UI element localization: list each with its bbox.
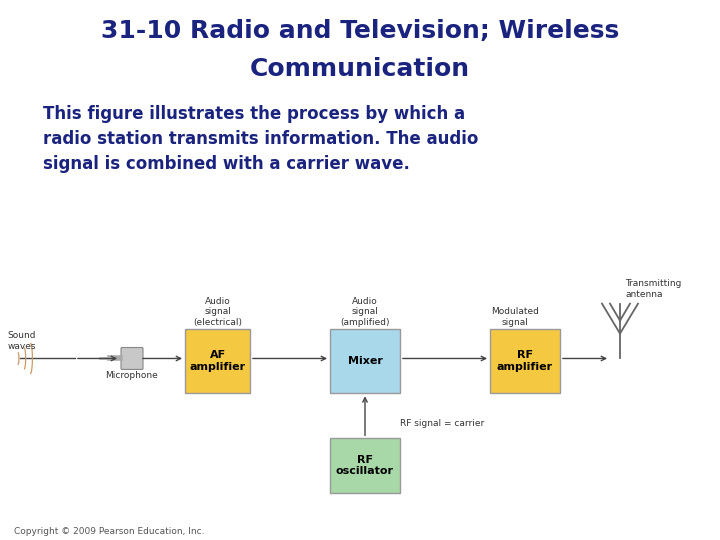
Text: This figure illustrates the process by which a
radio station transmits informati: This figure illustrates the process by w… (43, 105, 479, 173)
Text: RF
amplifier: RF amplifier (497, 350, 553, 372)
Text: 31-10 Radio and Television; Wireless: 31-10 Radio and Television; Wireless (101, 19, 619, 43)
Text: Mixer: Mixer (348, 356, 382, 366)
Text: Microphone: Microphone (106, 372, 158, 381)
FancyBboxPatch shape (490, 328, 560, 393)
Text: Audio
signal
(electrical): Audio signal (electrical) (193, 297, 242, 327)
FancyBboxPatch shape (330, 438, 400, 493)
FancyBboxPatch shape (121, 348, 143, 369)
FancyBboxPatch shape (330, 328, 400, 393)
Text: Transmitting
antenna: Transmitting antenna (625, 279, 681, 299)
Text: Modulated
signal: Modulated signal (491, 307, 539, 327)
Text: Copyright © 2009 Pearson Education, Inc.: Copyright © 2009 Pearson Education, Inc. (14, 526, 205, 536)
Text: Audio
signal
(amplified): Audio signal (amplified) (341, 297, 390, 327)
Text: RF signal = carrier: RF signal = carrier (400, 419, 485, 428)
FancyBboxPatch shape (185, 328, 250, 393)
Text: Sound
waves: Sound waves (8, 331, 36, 350)
Text: Communication: Communication (250, 57, 470, 80)
Text: RF
oscillator: RF oscillator (336, 455, 394, 476)
Text: AF
amplifier: AF amplifier (189, 350, 246, 372)
